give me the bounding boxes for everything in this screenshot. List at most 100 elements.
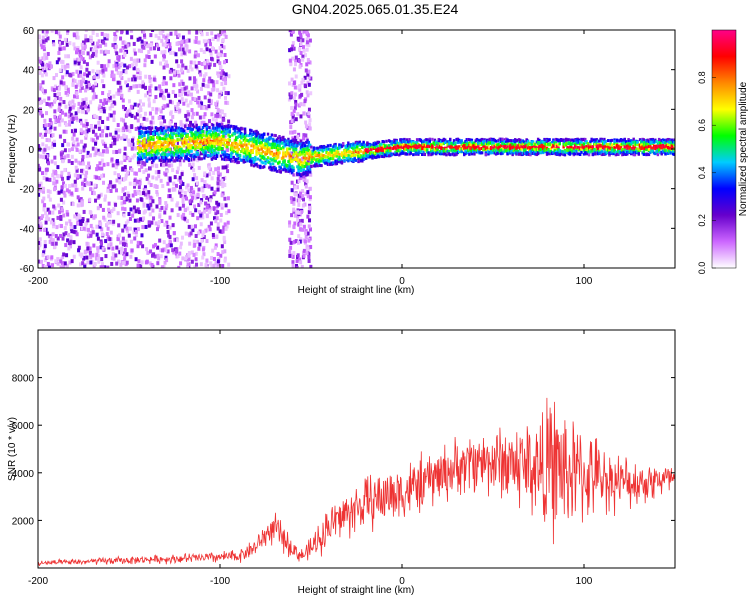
spectrogram-cell bbox=[81, 217, 85, 222]
spectrogram-cell bbox=[200, 139, 203, 143]
spectrogram-cell bbox=[257, 151, 261, 155]
spectrogram-cell bbox=[170, 151, 173, 155]
spectrogram-cell bbox=[389, 152, 392, 156]
spectrogram-cell bbox=[139, 157, 142, 161]
spectrogram-cell bbox=[283, 144, 286, 148]
spectrogram-cell bbox=[336, 160, 340, 164]
spectrogram-cell bbox=[75, 147, 79, 152]
spectrogram-cell bbox=[431, 144, 434, 148]
spectrogram-cell bbox=[81, 261, 85, 266]
spectrogram-cell bbox=[421, 141, 424, 145]
spectrogram-cell bbox=[58, 43, 62, 48]
spectrogram-cell bbox=[353, 157, 356, 161]
spectrogram-cell bbox=[61, 176, 65, 181]
spectrogram-cell bbox=[171, 150, 174, 154]
spectrogram-cell bbox=[85, 102, 89, 107]
spectrogram-cell bbox=[164, 88, 168, 93]
spectrogram-cell bbox=[307, 252, 311, 257]
spectrogram-cell bbox=[159, 109, 163, 114]
spectrogram-cell bbox=[226, 130, 229, 134]
spectrogram-cell bbox=[65, 263, 69, 268]
spectrogram-cell bbox=[356, 145, 359, 149]
spectrogram-cell bbox=[114, 67, 118, 72]
spectrogram-cell bbox=[219, 136, 223, 140]
spectrogram-cell bbox=[339, 145, 342, 149]
spectrogram-cell bbox=[199, 140, 202, 144]
spectrogram-cell bbox=[292, 251, 296, 256]
spectrogram-cell bbox=[326, 155, 330, 159]
spectrogram-cell bbox=[471, 148, 475, 152]
spectrogram-cell bbox=[449, 145, 452, 149]
spectrogram-cell bbox=[229, 153, 233, 157]
spectrogram-cell bbox=[78, 52, 82, 57]
spectrogram-cell bbox=[406, 142, 410, 146]
spectrogram-cell bbox=[163, 62, 167, 67]
spectrogram-cell bbox=[291, 154, 295, 159]
spectrogram-cell bbox=[288, 163, 291, 167]
spectrogram-cell bbox=[52, 88, 56, 93]
spectrogram-cell bbox=[100, 64, 104, 69]
spectrogram-cell bbox=[292, 197, 296, 202]
spectrogram-cell bbox=[54, 241, 58, 246]
spectrogram-cell bbox=[96, 164, 100, 169]
spectrogram-cell bbox=[180, 129, 183, 133]
spectrogram-cell bbox=[192, 141, 196, 145]
spectrogram-cell bbox=[140, 164, 144, 169]
spectrogram-cell bbox=[211, 117, 215, 122]
spectrogram-cell bbox=[293, 221, 297, 226]
spectrogram-cell bbox=[298, 195, 302, 200]
spectrogram-cell bbox=[429, 143, 433, 147]
spectrogram-cell bbox=[221, 250, 225, 255]
spectrogram-cell bbox=[302, 141, 305, 145]
spectrogram-cell bbox=[133, 178, 137, 183]
spectrogram-cell bbox=[308, 154, 312, 158]
spectrogram-cell bbox=[120, 62, 124, 67]
spectrogram-cell bbox=[301, 145, 304, 149]
spectrogram-cell bbox=[77, 107, 81, 112]
spectrogram-cell bbox=[243, 160, 247, 164]
spectrogram-cell bbox=[236, 160, 239, 164]
spectrogram-cell bbox=[38, 59, 42, 64]
spectrogram-cell bbox=[159, 92, 163, 97]
spectrogram-cell bbox=[194, 251, 198, 256]
spectrogram-cell bbox=[290, 130, 294, 135]
spectrogram-cell bbox=[257, 148, 261, 152]
spectrogram-cell bbox=[178, 185, 182, 190]
spectrogram-cell bbox=[101, 91, 105, 96]
spectrogram-cell bbox=[42, 176, 46, 181]
spectrogram-cell bbox=[51, 241, 55, 246]
spectrogram-cell bbox=[187, 124, 191, 128]
spectrogram-cell bbox=[59, 59, 63, 64]
spectrogram-cell bbox=[347, 141, 350, 145]
spectrogram-cell bbox=[64, 104, 68, 109]
spectrogram-cell bbox=[301, 150, 304, 154]
spectrogram-cell bbox=[184, 113, 188, 118]
spectrogram-cell bbox=[68, 122, 72, 127]
spectrogram-cell bbox=[171, 133, 174, 137]
spectrogram-cell bbox=[172, 181, 176, 186]
spectrogram-cell bbox=[287, 139, 290, 143]
spectrogram-cell bbox=[226, 158, 229, 162]
spectrogram-cell bbox=[492, 143, 495, 147]
spectrogram-cell bbox=[219, 90, 223, 95]
spectrogram-cell bbox=[251, 157, 254, 161]
spectrogram-cell bbox=[387, 154, 391, 158]
spectrogram-cell bbox=[138, 135, 141, 139]
spectrogram-cell bbox=[290, 188, 294, 193]
spectrogram-cell bbox=[384, 149, 387, 153]
spectrogram-cell bbox=[169, 31, 173, 36]
spectrogram-cell bbox=[301, 152, 304, 156]
spectrogram-cell bbox=[69, 73, 73, 78]
spectrogram-cell bbox=[494, 143, 498, 147]
spectrogram-cell bbox=[325, 147, 328, 151]
spectrogram-cell bbox=[297, 222, 301, 227]
spectrogram-cell bbox=[247, 149, 251, 153]
spectrogram-cell bbox=[82, 100, 86, 105]
spectrogram-cell bbox=[95, 167, 99, 172]
spectrogram-cell bbox=[494, 150, 498, 154]
spectrogram-cell bbox=[196, 231, 200, 236]
spectrogram-cell bbox=[79, 128, 83, 133]
spectrogram-cell bbox=[455, 152, 458, 156]
spectrogram-cell bbox=[74, 144, 78, 149]
spectrogram-cell bbox=[119, 85, 123, 90]
